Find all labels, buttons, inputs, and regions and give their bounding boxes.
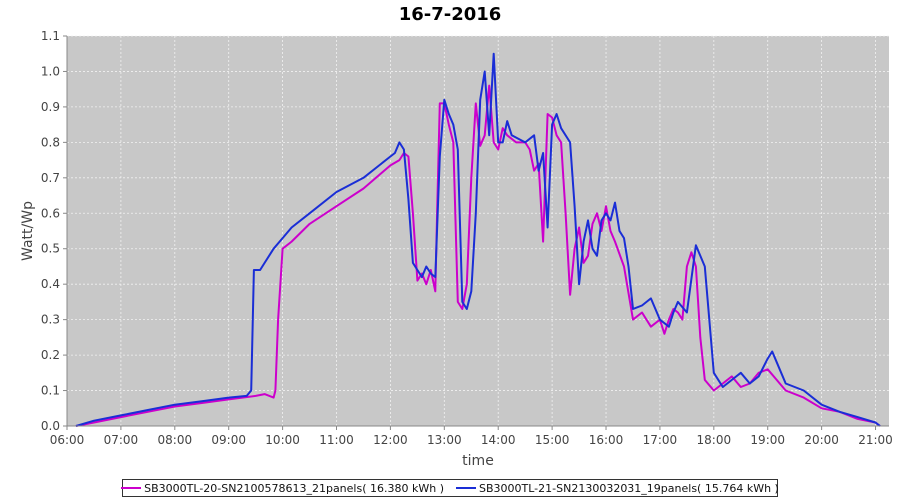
y-axis-title: Watt/Wp: [20, 201, 36, 261]
legend-swatch-series-1: [121, 487, 142, 489]
y-tick-label: 0.7: [41, 171, 60, 185]
legend-item-series-1: SB3000TL-20-SN2100578613_21panels( 16.38…: [121, 482, 444, 495]
x-tick-label: 11:00: [319, 433, 354, 447]
y-tick-label: 0.8: [41, 135, 60, 149]
series-line-2: [75, 52, 881, 427]
grid-lines: [66, 35, 889, 427]
series-line-1: [75, 84, 881, 427]
x-axis-title: time: [462, 453, 494, 469]
x-tick-labels: 06:00 07:00 08:00 09:00 10:00 11:00 12:00 13:00…: [50, 426, 893, 447]
x-tick-label: 10:00: [265, 433, 300, 447]
y-tick-label: 0.6: [41, 206, 60, 220]
y-tick-label: 0.3: [41, 313, 60, 327]
y-tick-label: 0.5: [41, 242, 60, 256]
plot-area: [67, 36, 889, 426]
x-tick-label: 09:00: [211, 433, 246, 447]
legend-label-series-1: SB3000TL-20-SN2100578613_21panels( 16.38…: [144, 481, 444, 495]
x-tick-label: 15:00: [535, 433, 570, 447]
x-tick-label: 13:00: [427, 433, 462, 447]
x-tick-label: 18:00: [697, 433, 732, 447]
x-tick-label: 14:00: [481, 433, 516, 447]
y-tick-label: 1.1: [41, 29, 60, 43]
y-tick-labels: 0.0 0.1 0.2 0.3 0.4 0.5 0.6 0.7 0.8 0.9 1.0 1.1: [41, 29, 67, 433]
legend-item-series-2: SB3000TL-21-SN2130032031_19panels( 15.76…: [456, 482, 779, 495]
x-tick-label: 17:00: [643, 433, 678, 447]
x-tick-label: 06:00: [50, 433, 85, 447]
x-tick-label: 12:00: [373, 433, 408, 447]
y-tick-label: 0.4: [41, 277, 60, 291]
x-tick-label: 21:00: [858, 433, 893, 447]
y-tick-label: 0.1: [41, 384, 60, 398]
x-tick-label: 07:00: [104, 433, 139, 447]
y-tick-label: 1.0: [41, 64, 60, 78]
x-tick-label: 20:00: [804, 433, 839, 447]
x-tick-label: 16:00: [589, 433, 624, 447]
series-group: [75, 52, 881, 427]
x-tick-label: 08:00: [158, 433, 193, 447]
y-tick-label: 0.2: [41, 348, 60, 362]
x-tick-label: 19:00: [750, 433, 785, 447]
legend: SB3000TL-20-SN2100578613_21panels( 16.38…: [121, 479, 779, 497]
y-tick-label: 0.9: [41, 100, 60, 114]
legend-label-series-2: SB3000TL-21-SN2130032031_19panels( 15.76…: [479, 481, 779, 495]
legend-swatch-series-2: [456, 487, 476, 489]
y-tick-label: 0.0: [41, 419, 60, 433]
chart-title: 16-7-2016: [399, 4, 502, 25]
